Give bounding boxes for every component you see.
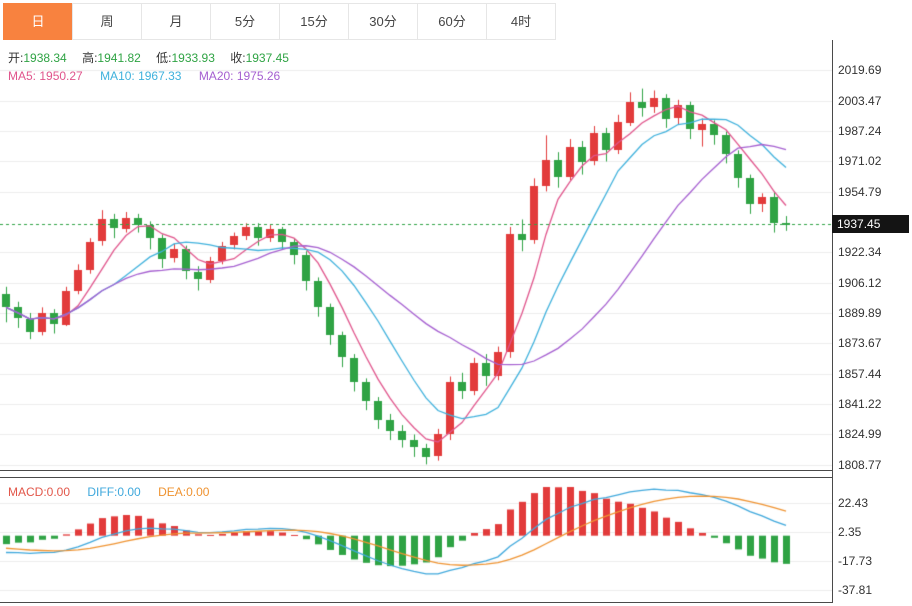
low-pair: 低:1933.93: [156, 51, 215, 65]
open-value: 1938.34: [23, 51, 67, 65]
dea-legend-value: DEA:0.00: [158, 485, 210, 499]
tab-5min[interactable]: 5分: [210, 3, 280, 40]
macd-axis-label: 22.43: [838, 496, 869, 511]
price-axis-label: 2019.69: [838, 63, 882, 78]
price-axis-label: 1808.77: [838, 457, 882, 472]
tab-15min[interactable]: 15分: [279, 3, 349, 40]
price-axis-label: 1971.02: [838, 154, 882, 169]
price-axis-label: 1889.89: [838, 306, 882, 321]
tab-week[interactable]: 周: [72, 3, 142, 40]
price-axis-label: 1824.99: [838, 427, 882, 442]
price-chart-canvas[interactable]: [0, 40, 832, 470]
timeframe-tabbar: 日周月 5分 15分 30分 60分 4时: [0, 0, 912, 40]
axis-separator-line: [832, 40, 833, 603]
open-pair: 开:1938.34: [8, 51, 67, 65]
tab-60min[interactable]: 60分: [417, 3, 487, 40]
ma-legend: MA5: 1950.27 MA10: 1967.33 MA20: 1975.26: [8, 69, 280, 83]
high-label: 高:: [82, 51, 98, 65]
close-value: 1937.45: [245, 51, 289, 65]
macd-legend-value: MACD:0.00: [8, 485, 71, 499]
macd-legend: MACD:0.00 DIFF:0.00 DEA:0.00: [8, 485, 209, 499]
price-axis-label: 2003.47: [838, 93, 882, 108]
open-label: 开:: [8, 51, 24, 65]
macd-plot[interactable]: MACD:0.00 DIFF:0.00 DEA:0.00: [0, 477, 832, 603]
low-value: 1933.93: [171, 51, 215, 65]
ma10-legend-value: MA10: 1967.33: [100, 69, 182, 83]
panel-divider: [0, 471, 912, 477]
close-pair: 收:1937.45: [230, 51, 289, 65]
macd-panel: MACD:0.00 DIFF:0.00 DEA:0.00 22.43 2.35 -1…: [0, 477, 912, 603]
ma20-legend-value: MA20: 1975.26: [198, 69, 281, 83]
ohlc-legend: 开:1938.34 高:1941.82 低:1933.93 收:1937.45: [8, 49, 301, 66]
macd-axis: 22.43 2.35 -17.73 -37.81: [832, 477, 912, 603]
price-axis-label: 1922.34: [838, 245, 882, 260]
price-axis-label: 1841.22: [838, 397, 882, 412]
diff-legend-value: DIFF:0.00: [87, 485, 141, 499]
price-axis-label: 1873.67: [838, 336, 882, 351]
high-pair: 高:1941.82: [82, 51, 141, 65]
price-axis-label: 1857.44: [838, 366, 882, 381]
tab-4hour[interactable]: 4时: [486, 3, 556, 40]
price-axis: 1937.45 2019.69 2003.47 1987.24 1971.02 1954…: [832, 40, 912, 472]
macd-axis-label: -37.81: [838, 583, 873, 598]
tab-month[interactable]: 月: [141, 3, 211, 40]
price-panel: 开:1938.34 高:1941.82 低:1933.93 收: 1937.45 …: [0, 40, 912, 472]
price-axis-label: 1987.24: [838, 124, 882, 139]
tab-30min[interactable]: 30分: [348, 3, 418, 40]
current-price-tag: 1937.45: [832, 215, 909, 234]
price-chart-plot[interactable]: 开:1938.34 高:1941.82 低:1933.93 收:1937.45 …: [0, 40, 832, 471]
low-label: 低:: [156, 51, 172, 65]
macd-canvas[interactable]: [0, 478, 832, 602]
price-axis-label: 1906.12: [838, 275, 882, 290]
macd-axis-label: 2.35: [838, 525, 862, 540]
ma5-legend-value: MA5: 1950.27: [8, 69, 83, 83]
macd-axis-label: -17.73: [838, 554, 873, 569]
high-value: 1941.82: [97, 51, 141, 65]
price-axis-label: 1954.79: [838, 184, 882, 199]
close-label: 收:: [230, 51, 246, 65]
tab-day[interactable]: 日: [3, 3, 73, 40]
